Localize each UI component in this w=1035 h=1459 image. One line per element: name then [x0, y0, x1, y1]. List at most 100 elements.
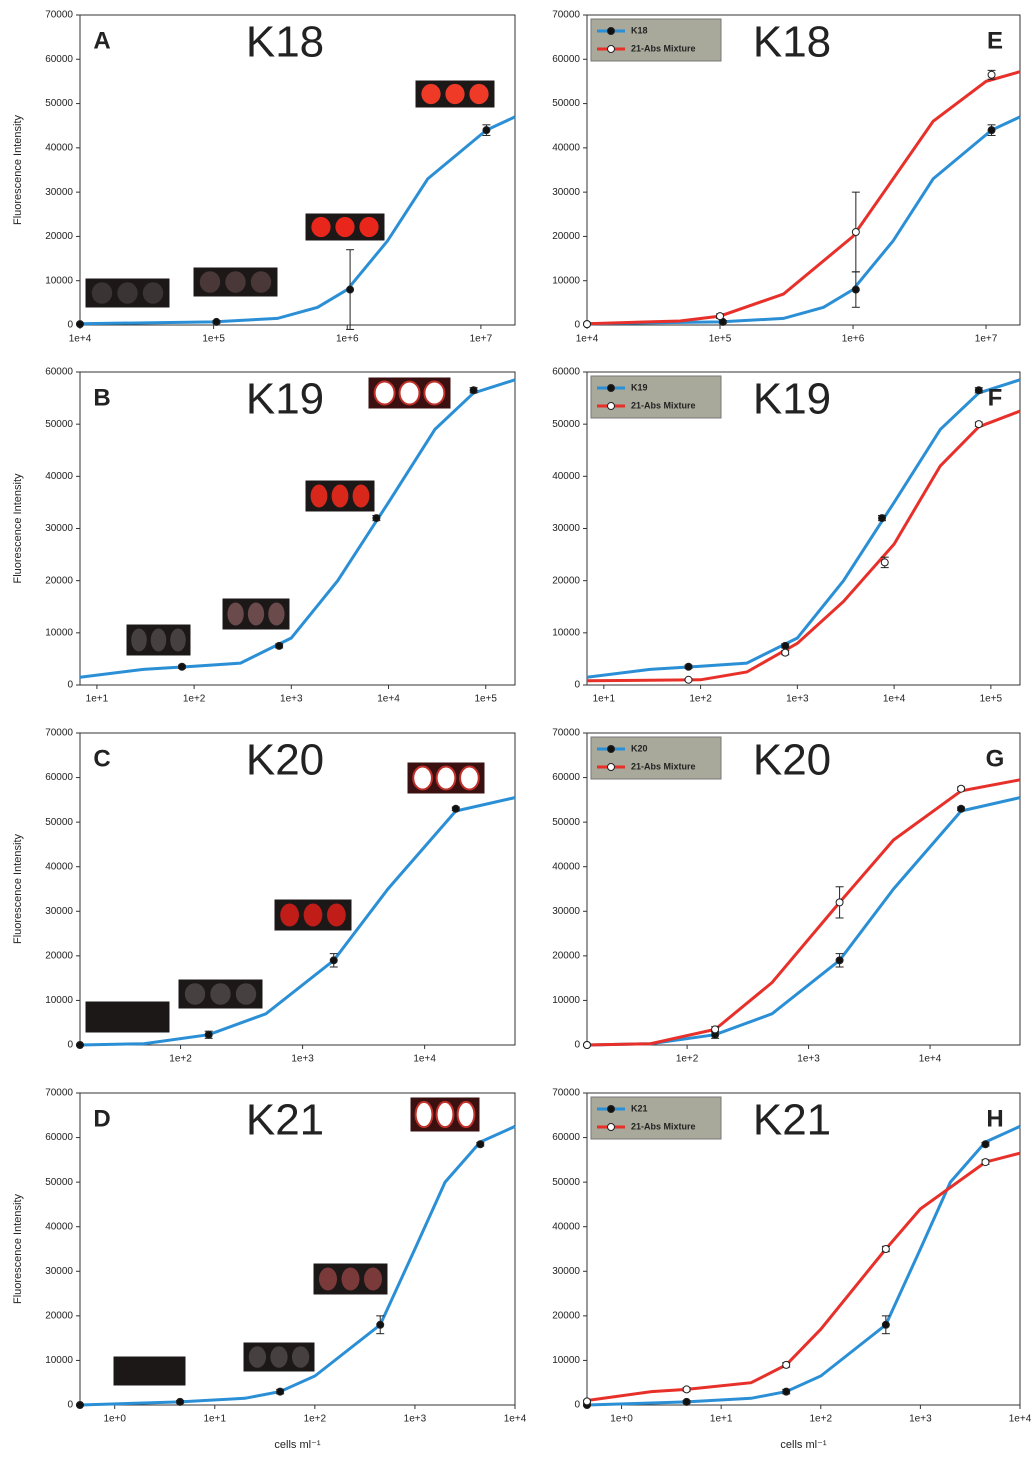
panel-label: H [986, 1105, 1003, 1132]
x-axis-label: cells ml⁻¹ [780, 1439, 826, 1451]
point [852, 286, 859, 293]
y-tick-label: 40000 [552, 142, 580, 153]
point [584, 1398, 591, 1405]
curve [587, 380, 1020, 677]
x-tick-label: 1e+3 [797, 1054, 820, 1065]
y-tick-label: 20000 [552, 231, 580, 242]
point [882, 1246, 889, 1253]
point [685, 676, 692, 683]
photo-well [311, 217, 330, 237]
photo-well [268, 602, 284, 625]
photo-well [200, 271, 220, 293]
photo-well [117, 282, 137, 304]
point [783, 1361, 790, 1368]
panel-label: E [987, 27, 1003, 54]
point [958, 805, 965, 812]
curve [587, 798, 1020, 1045]
point [836, 899, 843, 906]
y-tick-label: 30000 [552, 187, 580, 198]
photo-well [416, 1102, 433, 1127]
photo-well [364, 1267, 382, 1290]
panel-title: K20 [246, 736, 324, 785]
x-tick-label: 1e+5 [709, 334, 732, 345]
panel-label: A [93, 27, 110, 54]
y-tick-label: 0 [574, 1400, 580, 1411]
point [213, 318, 220, 325]
x-tick-label: 1e+3 [280, 694, 303, 705]
x-tick-label: 1e+4 [1009, 1414, 1032, 1425]
y-tick-label: 50000 [45, 1177, 73, 1188]
photo-well [413, 766, 432, 789]
x-tick-label: 1e+2 [676, 1054, 699, 1065]
y-tick-label: 20000 [552, 950, 580, 961]
photo-well [458, 1102, 475, 1127]
photo-well [375, 381, 395, 404]
photo-well [251, 271, 271, 293]
y-tick-label: 50000 [45, 419, 73, 430]
y-tick-label: 10000 [45, 995, 73, 1006]
x-tick-label: 1e+4 [504, 1414, 527, 1425]
panel-title: K21 [246, 1096, 324, 1145]
point [685, 663, 692, 670]
y-tick-label: 40000 [45, 471, 73, 482]
photo-well [469, 84, 488, 104]
photo-well [332, 484, 349, 507]
photo-well [437, 766, 456, 789]
x-tick-label: 1e+2 [810, 1414, 833, 1425]
photo-well [319, 1267, 337, 1290]
point [276, 642, 283, 649]
x-tick-label: 1e+2 [169, 1054, 192, 1065]
photo-well [353, 484, 370, 507]
legend-box [591, 1097, 721, 1139]
y-tick-label: 60000 [552, 1132, 580, 1143]
y-tick-label: 20000 [45, 231, 73, 242]
x-tick-label: 1e+1 [710, 1414, 733, 1425]
photo-well [437, 1102, 454, 1127]
y-tick-label: 30000 [552, 906, 580, 917]
photo-well [236, 983, 256, 1005]
point [988, 71, 995, 78]
y-tick-label: 30000 [45, 523, 73, 534]
y-tick-label: 70000 [45, 1088, 73, 1099]
y-tick-label: 50000 [45, 98, 73, 109]
y-tick-label: 10000 [552, 995, 580, 1006]
point [205, 1031, 212, 1038]
panel-label: G [986, 745, 1005, 772]
point [982, 1159, 989, 1166]
x-tick-label: 1e+0 [610, 1414, 633, 1425]
y-tick-label: 70000 [552, 728, 580, 739]
x-tick-label: 1e+5 [202, 334, 225, 345]
x-tick-label: 1e+3 [909, 1414, 932, 1425]
point [584, 321, 591, 328]
legend-marker [608, 746, 615, 753]
y-tick-label: 70000 [45, 728, 73, 739]
photo-well [131, 628, 147, 651]
point [584, 1042, 591, 1049]
point [277, 1388, 284, 1395]
point [881, 559, 888, 566]
point [483, 127, 490, 134]
y-tick-label: 50000 [552, 1177, 580, 1188]
legend-label: 21-Abs Mixture [631, 1121, 696, 1131]
photo-well [170, 628, 186, 651]
y-tick-label: 70000 [552, 1088, 580, 1099]
y-tick-label: 40000 [45, 142, 73, 153]
figure: 1e+41e+51e+61e+7010000200003000040000500… [0, 0, 1035, 1459]
point [782, 642, 789, 649]
point [975, 387, 982, 394]
y-tick-label: 60000 [552, 367, 580, 378]
photo-well [445, 84, 464, 104]
x-tick-label: 1e+6 [842, 334, 865, 345]
y-tick-label: 60000 [45, 367, 73, 378]
point [683, 1386, 690, 1393]
x-tick-label: 1e+4 [883, 694, 906, 705]
panel-label: B [93, 384, 110, 411]
point [982, 1141, 989, 1148]
point [712, 1026, 719, 1033]
photo-inset [85, 1001, 170, 1033]
photo-well [143, 282, 163, 304]
point [177, 1398, 184, 1405]
panel-title: K19 [246, 375, 324, 424]
y-tick-label: 10000 [45, 1355, 73, 1366]
y-tick-label: 50000 [552, 419, 580, 430]
